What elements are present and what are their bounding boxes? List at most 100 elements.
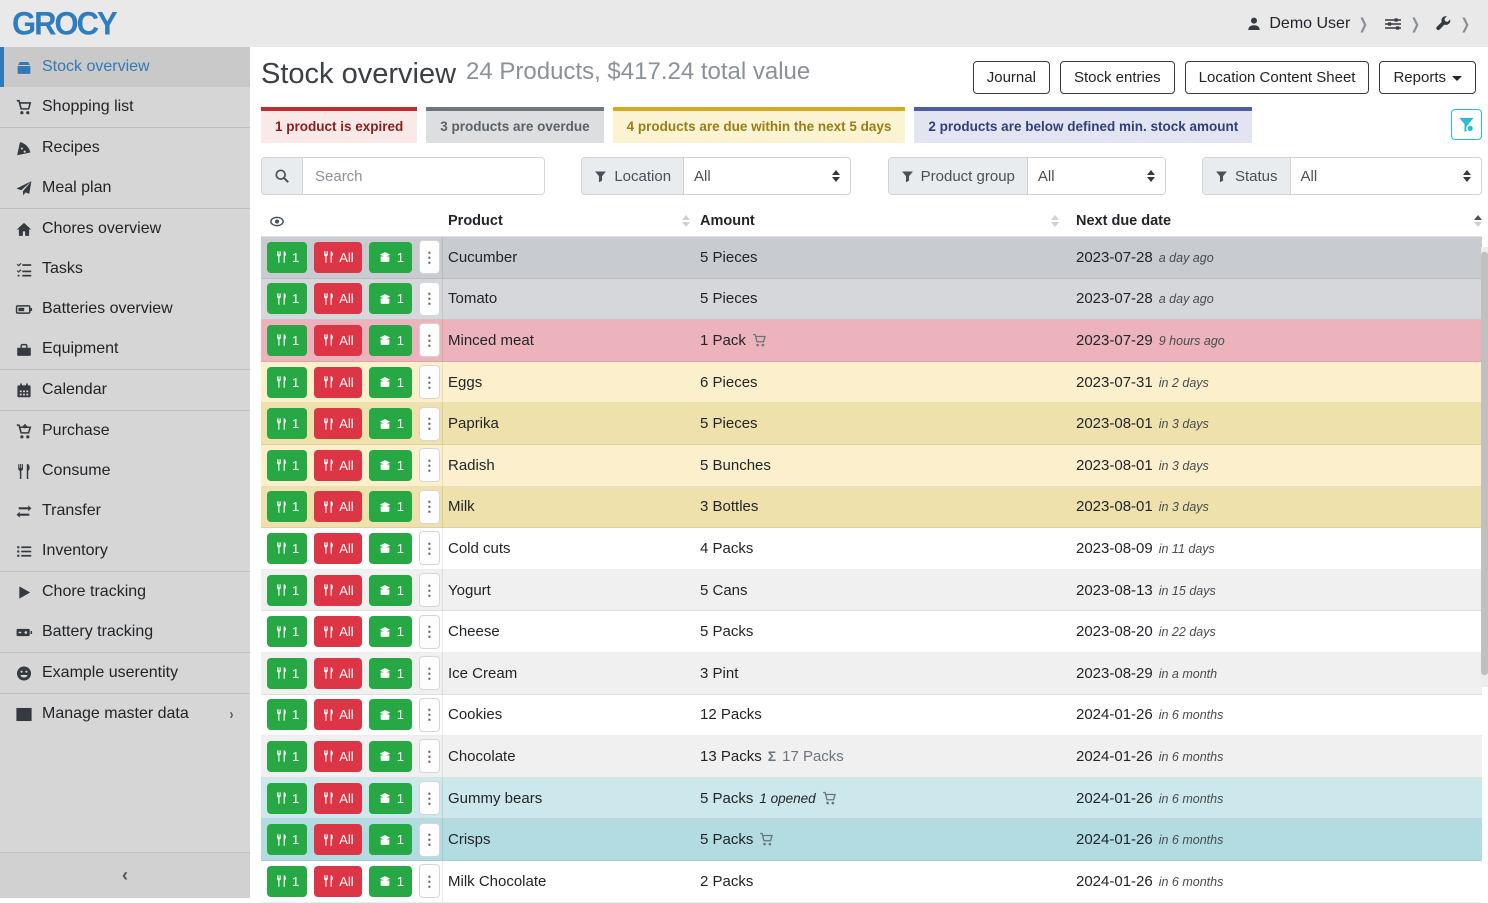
sidebar-item-chores-overview[interactable]: Chores overview: [0, 209, 250, 249]
sidebar-item-consume[interactable]: Consume: [0, 451, 250, 491]
sidebar-item-manage-master-data[interactable]: Manage master data ›: [0, 694, 250, 734]
consume-all-button[interactable]: All: [314, 574, 362, 606]
product-name[interactable]: Ice Cream: [448, 664, 518, 682]
sort-icon[interactable]: [1051, 215, 1059, 227]
sidebar-item-example-userentity[interactable]: Example userentity: [0, 653, 250, 693]
sidebar-item-stock-overview[interactable]: Stock overview: [0, 47, 250, 87]
open-one-button[interactable]: 1: [368, 616, 412, 648]
expired-status-card[interactable]: 1 product is expired: [261, 107, 418, 143]
search-input[interactable]: [303, 158, 544, 194]
consume-one-button[interactable]: 1: [267, 283, 308, 315]
consume-all-button[interactable]: All: [314, 366, 362, 398]
consume-one-button[interactable]: 1: [267, 740, 308, 772]
open-one-button[interactable]: 1: [368, 532, 412, 564]
clear-filter-button[interactable]: [1451, 109, 1482, 140]
open-one-button[interactable]: 1: [368, 491, 412, 523]
consume-one-button[interactable]: 1: [267, 449, 308, 481]
open-one-button[interactable]: 1: [368, 449, 412, 481]
consume-all-button[interactable]: All: [314, 740, 362, 772]
location-content-sheet-button[interactable]: Location Content Sheet: [1184, 61, 1370, 94]
consume-one-button[interactable]: 1: [267, 782, 308, 814]
open-one-button[interactable]: 1: [368, 824, 412, 856]
row-menu-button[interactable]: ⋮: [418, 489, 440, 524]
sidebar-item-tasks[interactable]: Tasks: [0, 249, 250, 289]
product-name[interactable]: Paprika: [448, 415, 499, 433]
consume-all-button[interactable]: All: [314, 657, 362, 689]
column-header-amount[interactable]: Amount: [700, 213, 1069, 229]
open-one-button[interactable]: 1: [368, 324, 412, 356]
open-one-button[interactable]: 1: [368, 366, 412, 398]
row-menu-button[interactable]: ⋮: [418, 864, 440, 899]
sidebar-item-recipes[interactable]: Recipes: [0, 128, 250, 168]
consume-one-button[interactable]: 1: [267, 699, 308, 731]
row-menu-button[interactable]: ⋮: [418, 365, 440, 400]
consume-all-button[interactable]: All: [314, 241, 362, 273]
settings-menu[interactable]: ❯: [1384, 15, 1422, 33]
user-menu[interactable]: Demo User ❯: [1246, 15, 1369, 33]
product-name[interactable]: Eggs: [448, 373, 483, 391]
eye-icon[interactable]: [268, 214, 286, 229]
open-one-button[interactable]: 1: [368, 283, 412, 315]
consume-all-button[interactable]: All: [314, 449, 362, 481]
open-one-button[interactable]: 1: [368, 699, 412, 731]
row-menu-button[interactable]: ⋮: [418, 656, 440, 691]
sidebar-item-calendar[interactable]: Calendar: [0, 370, 250, 410]
open-one-button[interactable]: 1: [368, 574, 412, 606]
product-name[interactable]: Chocolate: [448, 747, 516, 765]
due-soon-status-card[interactable]: 4 products are due within the next 5 day…: [612, 107, 906, 143]
sidebar-item-inventory[interactable]: Inventory: [0, 531, 250, 571]
row-menu-button[interactable]: ⋮: [418, 240, 440, 275]
consume-all-button[interactable]: All: [314, 699, 362, 731]
column-header-product[interactable]: Product: [443, 213, 700, 229]
consume-one-button[interactable]: 1: [267, 824, 308, 856]
sidebar-item-battery-tracking[interactable]: Battery tracking: [0, 612, 250, 652]
product-name[interactable]: Minced meat: [448, 331, 534, 349]
open-one-button[interactable]: 1: [368, 865, 412, 897]
product-name[interactable]: Cucumber: [448, 248, 518, 266]
consume-all-button[interactable]: All: [314, 532, 362, 564]
row-menu-button[interactable]: ⋮: [418, 323, 440, 358]
product-name[interactable]: Cheese: [448, 623, 500, 641]
sort-ascending-icon[interactable]: [1474, 215, 1482, 227]
consume-one-button[interactable]: 1: [267, 366, 308, 398]
row-menu-button[interactable]: ⋮: [418, 531, 440, 566]
consume-all-button[interactable]: All: [314, 408, 362, 440]
row-menu-button[interactable]: ⋮: [418, 406, 440, 441]
sidebar-collapse-button[interactable]: ‹: [0, 852, 250, 898]
open-one-button[interactable]: 1: [368, 657, 412, 689]
journal-button[interactable]: Journal: [972, 61, 1050, 94]
admin-menu[interactable]: ❯: [1435, 15, 1472, 33]
stock-entries-button[interactable]: Stock entries: [1059, 61, 1175, 94]
open-one-button[interactable]: 1: [368, 740, 412, 772]
product-name[interactable]: Tomato: [448, 290, 498, 308]
product-name[interactable]: Milk Chocolate: [448, 872, 547, 890]
consume-one-button[interactable]: 1: [267, 491, 308, 523]
overdue-status-card[interactable]: 3 products are overdue: [426, 107, 604, 143]
consume-all-button[interactable]: All: [314, 324, 362, 356]
sidebar-item-equipment[interactable]: Equipment: [0, 329, 250, 369]
product-name[interactable]: Cold cuts: [448, 539, 511, 557]
consume-one-button[interactable]: 1: [267, 865, 308, 897]
row-menu-button[interactable]: ⋮: [418, 573, 440, 608]
consume-one-button[interactable]: 1: [267, 408, 308, 440]
sidebar-item-purchase[interactable]: Purchase: [0, 411, 250, 451]
consume-all-button[interactable]: All: [314, 865, 362, 897]
consume-all-button[interactable]: All: [314, 824, 362, 856]
product-name[interactable]: Yogurt: [448, 581, 491, 599]
consume-one-button[interactable]: 1: [267, 657, 308, 689]
row-menu-button[interactable]: ⋮: [418, 822, 440, 857]
product-name[interactable]: Crisps: [448, 831, 491, 849]
sidebar-item-meal-plan[interactable]: Meal plan: [0, 168, 250, 208]
open-one-button[interactable]: 1: [368, 408, 412, 440]
consume-all-button[interactable]: All: [314, 616, 362, 648]
sort-icon[interactable]: [682, 215, 690, 227]
sidebar-item-chore-tracking[interactable]: Chore tracking: [0, 572, 250, 612]
consume-one-button[interactable]: 1: [267, 616, 308, 648]
row-menu-button[interactable]: ⋮: [418, 697, 440, 732]
reports-dropdown-button[interactable]: Reports: [1379, 61, 1476, 94]
consume-one-button[interactable]: 1: [267, 574, 308, 606]
status-select[interactable]: All: [1291, 158, 1481, 194]
consume-all-button[interactable]: All: [314, 782, 362, 814]
row-menu-button[interactable]: ⋮: [418, 614, 440, 649]
row-menu-button[interactable]: ⋮: [418, 781, 440, 816]
